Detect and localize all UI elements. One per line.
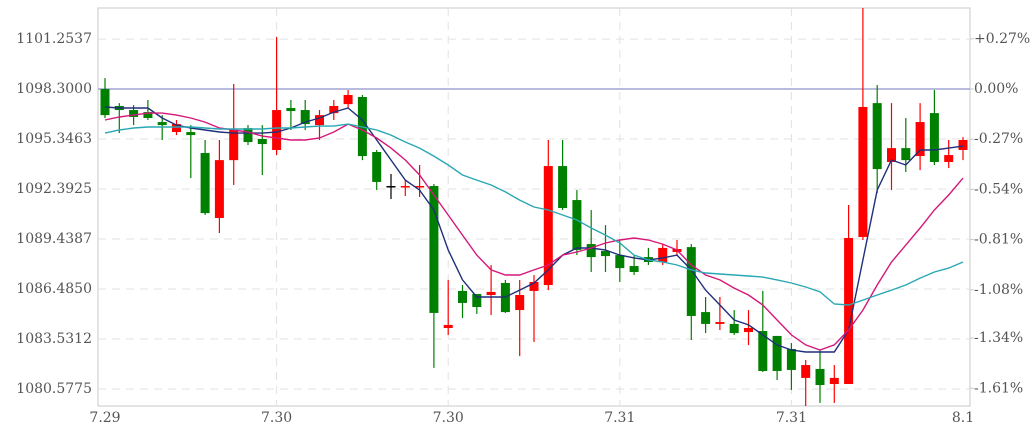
y2-tick-label: -0.81% (974, 232, 1023, 248)
moving-average-line (104, 112, 964, 351)
candle-body (143, 112, 153, 118)
candle-body (758, 331, 768, 371)
candle-body (901, 148, 911, 161)
candle-body (786, 348, 796, 370)
plot-frame (97, 7, 971, 407)
candle-body (729, 323, 739, 334)
candle-body (844, 237, 854, 385)
candle-body (186, 132, 196, 136)
candle-body (772, 335, 782, 371)
candle-body (929, 113, 939, 162)
x-tick-label: 7.30 (433, 410, 464, 426)
candle-body (629, 266, 639, 272)
candle-body (958, 139, 968, 150)
candle-body (486, 291, 496, 295)
candle-body (343, 94, 353, 105)
y2-tick-label: -1.34% (974, 330, 1023, 346)
candle-body (315, 115, 324, 126)
moving-average-line (104, 106, 964, 353)
y2-tick-label: -0.54% (974, 181, 1023, 197)
candle-body (572, 200, 582, 250)
candle-body (829, 377, 839, 385)
candle-body (858, 106, 868, 237)
moving-average-line (104, 123, 964, 306)
candle-body (686, 247, 696, 316)
candle-body (801, 365, 811, 378)
candle-body (815, 368, 825, 386)
candle-body (257, 138, 267, 145)
y2-tick-label: 0.00% (974, 81, 1018, 97)
candle-body (586, 244, 596, 258)
candle-body (386, 186, 396, 188)
candle-body (615, 255, 625, 269)
y-tick-label: 1080.5775 (16, 381, 92, 397)
x-tick-label: 7.31 (604, 410, 635, 426)
candle-body (872, 103, 882, 170)
candle-body (300, 110, 310, 125)
candle-body (658, 247, 668, 262)
candle-body (400, 186, 410, 188)
y-tick-label: 1089.4387 (16, 231, 92, 247)
candle-body (558, 166, 568, 209)
candle-body (472, 293, 482, 308)
y-tick-label: 1092.3925 (16, 181, 92, 197)
candle-body (100, 89, 110, 116)
y2-tick-label: +0.27% (974, 31, 1030, 47)
candle-body (443, 324, 453, 328)
candle-body (429, 186, 439, 313)
y-tick-label: 1086.4850 (16, 281, 92, 297)
candle-body (214, 160, 224, 218)
candle-body (372, 152, 382, 182)
y2-tick-label: -0.27% (974, 131, 1023, 147)
x-tick-label: 7.31 (776, 410, 807, 426)
candle-body (458, 290, 467, 303)
candle-body (744, 327, 753, 333)
candle-body (887, 148, 896, 162)
candle-body (601, 250, 610, 257)
candle-body (715, 322, 725, 324)
candle-body (243, 128, 253, 143)
candle-body (915, 122, 925, 157)
candle-body (944, 155, 954, 162)
y-tick-label: 1083.5312 (16, 331, 92, 347)
x-tick-label: 7.30 (261, 410, 292, 426)
candle-body (415, 186, 425, 188)
candle-body (515, 294, 525, 311)
x-tick-label: 7.29 (89, 410, 120, 426)
candle-body (200, 153, 210, 214)
candle-body (286, 108, 296, 112)
candle-body (272, 110, 282, 150)
y2-tick-label: -1.61% (974, 380, 1023, 396)
candle-body (157, 122, 167, 126)
candle-body (172, 124, 181, 133)
candle-body (529, 281, 539, 291)
candle-body (329, 105, 339, 114)
candle-body (701, 312, 711, 324)
candle-body (129, 110, 139, 117)
x-tick-label: 8.1 (952, 410, 974, 426)
candle-body (229, 130, 239, 161)
y-tick-label: 1095.3463 (16, 131, 92, 147)
candle-body (543, 166, 553, 286)
y-tick-label: 1101.2537 (16, 31, 92, 47)
y2-tick-label: -1.08% (974, 282, 1023, 298)
y-tick-label: 1098.3000 (16, 81, 92, 97)
